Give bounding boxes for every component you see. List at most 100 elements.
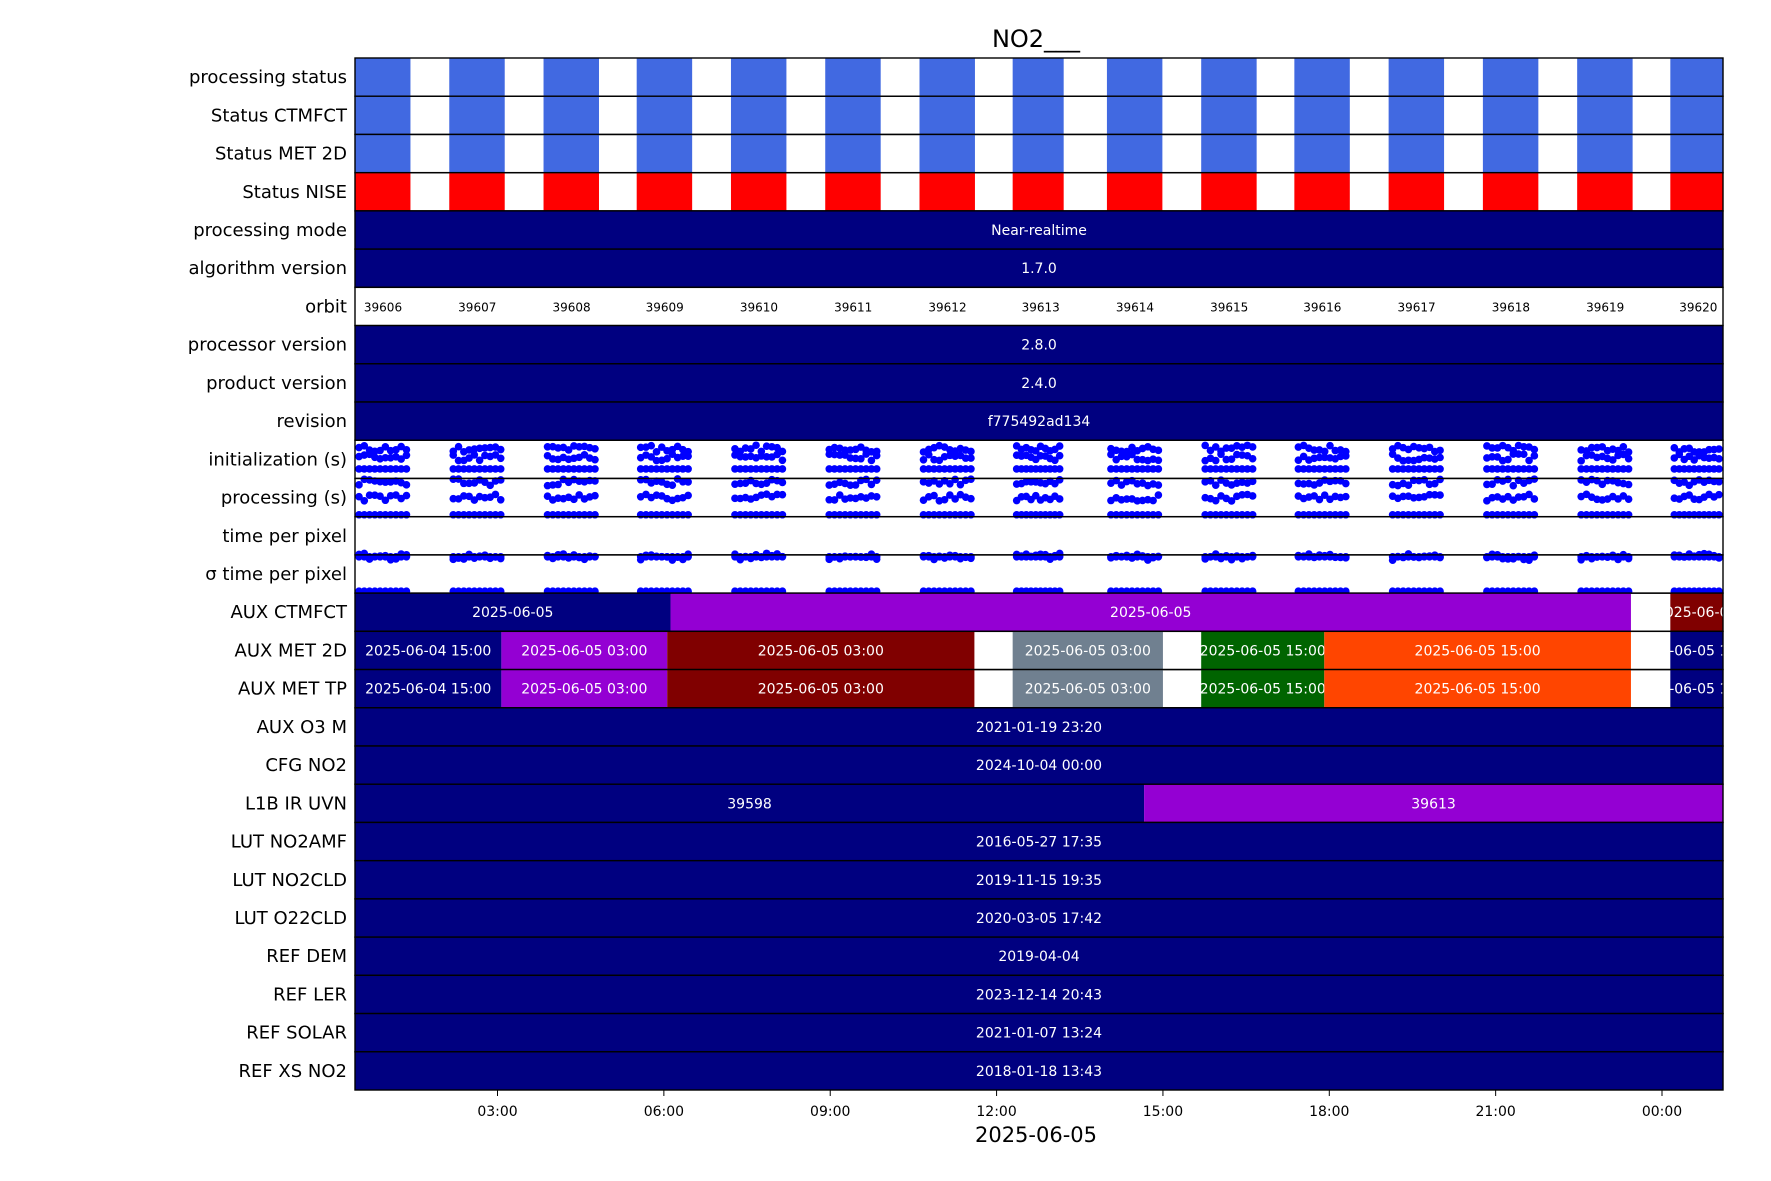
status-cell (1670, 58, 1723, 97)
scatter-point (1336, 465, 1345, 473)
orbit-number: 39616 (1303, 300, 1341, 314)
scatter-point (1619, 465, 1628, 473)
row-label: Status NISE (242, 182, 347, 203)
scatter-point (1598, 465, 1607, 473)
segment-bar (355, 975, 1723, 1014)
status-cell (919, 134, 975, 173)
scatter-point (746, 445, 755, 453)
status-cell (636, 96, 693, 135)
segment-bar (355, 860, 1723, 899)
orbit-number: 39615 (1210, 300, 1248, 314)
row-label: product version (206, 373, 347, 394)
scatter-point (684, 465, 692, 473)
orbit-number: 39619 (1586, 300, 1624, 314)
scatter-point (741, 465, 750, 473)
scatter-point (496, 465, 505, 473)
status-cell (1670, 134, 1723, 173)
status-cell (1670, 96, 1723, 135)
scatter-point (475, 456, 484, 465)
scatter-point (867, 456, 876, 465)
scatter-point (1243, 465, 1252, 473)
status-cell (355, 172, 411, 211)
scatter-point (825, 465, 834, 473)
status-cell (1201, 172, 1257, 211)
segment-bar (667, 631, 975, 670)
scatter-point (940, 495, 949, 504)
scatter-point (1138, 465, 1147, 473)
row-label: AUX MET 2D (235, 640, 347, 661)
status-cell (919, 172, 975, 211)
scatter-point (1299, 465, 1308, 473)
scatter-point (1320, 491, 1329, 500)
scatter-point (1294, 456, 1303, 464)
scatter-point (940, 465, 949, 473)
scatter-point (543, 492, 552, 500)
scatter-point (679, 555, 687, 564)
scatter-point (1154, 456, 1163, 465)
scatter-point (663, 454, 671, 463)
scatter-point (355, 492, 363, 501)
scatter-point (1685, 491, 1694, 499)
scatter-point (365, 465, 374, 473)
scatter-point (1530, 465, 1539, 473)
scatter-point (668, 465, 677, 473)
scatter-point (1715, 465, 1723, 473)
scatter-point (549, 465, 557, 473)
segment-bar (355, 898, 1723, 938)
scatter-point (1211, 496, 1220, 505)
scatter-point (1211, 481, 1220, 490)
scatter-point (1227, 465, 1236, 473)
x-axis: 03:00 06:00 09:00 12:00 15:00 18:00 21:00 00:00 (477, 1090, 1682, 1120)
scatter-point (1577, 457, 1585, 465)
scatter-point (1504, 455, 1512, 464)
scatter-point (967, 510, 975, 519)
scatter-point (1436, 510, 1444, 519)
scatter-point (564, 465, 573, 473)
segment-label: 2018-01-18 13:43 (976, 1064, 1102, 1080)
scatter-point (1577, 465, 1585, 473)
scatter-point (1587, 465, 1596, 473)
scatter-point (564, 446, 573, 454)
scatter-point (1211, 443, 1220, 451)
scatter-point (1310, 492, 1318, 500)
scatter-point (1128, 450, 1136, 459)
x-tick-label: 09:00 (810, 1104, 850, 1120)
segment-label: 2025-06-05 15:00 (1634, 682, 1760, 698)
segment-bar (355, 746, 1723, 785)
scatter-point (1342, 554, 1350, 562)
scatter-point (1248, 454, 1257, 463)
scatter-point (1715, 490, 1723, 499)
scatter-point (1436, 475, 1444, 484)
segment-bar (355, 784, 1145, 823)
row: orbit 39606 39607 39608 39609 39610 39611 39612… (305, 286, 1724, 327)
status-cell (1106, 58, 1163, 97)
status-cell (543, 172, 599, 211)
scatter-point (496, 476, 505, 484)
scatter-point (673, 465, 682, 473)
x-tick-label: 06:00 (644, 1104, 684, 1120)
status-cell (355, 134, 411, 173)
scatter-point (570, 495, 578, 504)
scatter-point (1305, 465, 1313, 473)
scatter-point (591, 491, 599, 500)
orbit-number: 39611 (834, 300, 872, 314)
row-label: REF DEM (266, 946, 347, 967)
status-cell (1388, 96, 1445, 135)
scatter-point (1331, 465, 1340, 473)
segment-bar (1012, 631, 1163, 670)
scatter-point (1525, 456, 1533, 465)
segment-label: Near-realtime (991, 223, 1087, 239)
scatter-point (924, 450, 933, 459)
scatter-point (967, 475, 975, 483)
x-tick-label: 15:00 (1143, 1104, 1183, 1120)
segment-label: 2025-06-05 (1656, 605, 1737, 621)
scatter-point (657, 443, 666, 451)
scatter-point (846, 465, 855, 473)
segment-label: 2025-06-05 15:00 (1200, 643, 1326, 659)
scatter-point (1149, 465, 1157, 473)
segment-bar (355, 210, 1723, 250)
x-tick-label: 21:00 (1475, 1104, 1515, 1120)
scatter-point (1342, 492, 1350, 501)
row-label: processing mode (193, 220, 347, 241)
segment-bar (1012, 669, 1163, 708)
